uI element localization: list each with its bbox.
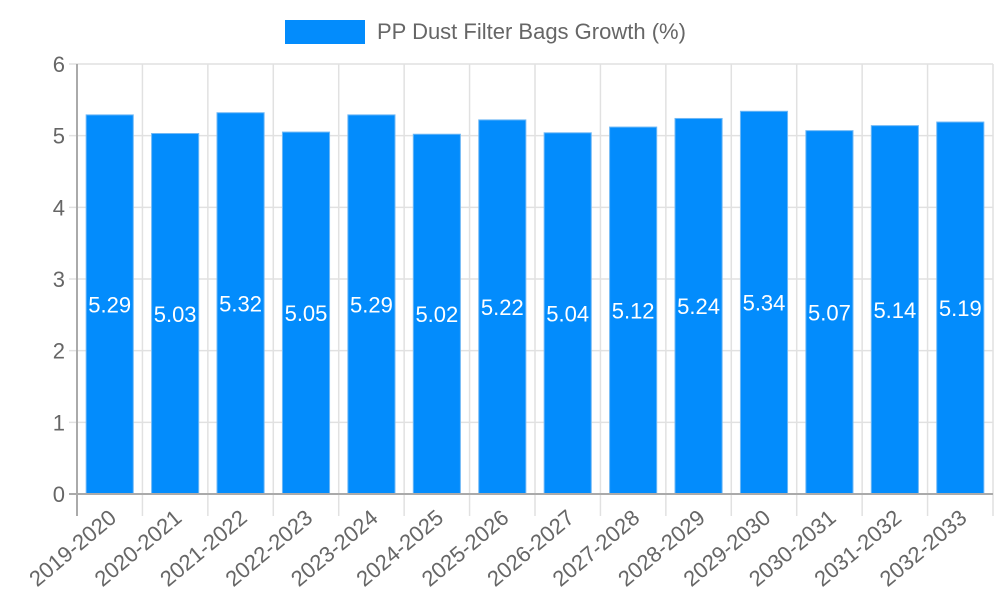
bar[interactable] (412, 133, 461, 495)
bar-value-label: 5.29 (350, 292, 393, 317)
bar[interactable] (85, 114, 134, 495)
bar[interactable] (543, 132, 592, 495)
bar-value-label: 5.02 (415, 302, 458, 327)
bar-value-label: 5.07 (808, 300, 851, 325)
y-tick-label: 3 (53, 267, 65, 292)
chart-bars (85, 110, 985, 495)
y-tick-label: 1 (53, 410, 65, 435)
bar-value-label: 5.32 (219, 291, 262, 316)
bar-value-label: 5.04 (546, 301, 589, 326)
bar-value-label: 5.22 (481, 295, 524, 320)
y-tick-label: 5 (53, 124, 65, 149)
chart-axes (69, 64, 993, 516)
bar[interactable] (151, 133, 200, 495)
bar-value-label: 5.05 (285, 301, 328, 326)
legend-label: PP Dust Filter Bags Growth (%) (377, 19, 686, 44)
bar[interactable] (870, 125, 919, 495)
legend-swatch (285, 20, 365, 44)
bar-value-label: 5.19 (939, 296, 982, 321)
bar-value-label: 5.03 (154, 302, 197, 327)
bar[interactable] (347, 114, 396, 495)
bar[interactable] (281, 131, 331, 495)
bar[interactable] (216, 112, 265, 495)
bar-value-label: 5.24 (677, 294, 720, 319)
bar-value-label: 5.34 (743, 291, 786, 316)
y-tick-label: 6 (53, 52, 65, 77)
bar-value-label: 5.29 (88, 292, 131, 317)
y-tick-label: 4 (53, 195, 65, 220)
bar[interactable] (478, 119, 527, 495)
bar[interactable] (609, 126, 658, 495)
y-tick-label: 2 (53, 339, 65, 364)
bar-value-label: 5.12 (612, 299, 655, 324)
bar-value-label: 5.14 (873, 298, 916, 323)
y-tick-label: 0 (53, 482, 65, 507)
chart-grid (69, 63, 994, 516)
bar[interactable] (805, 130, 854, 495)
chart-legend[interactable]: PP Dust Filter Bags Growth (%) (285, 18, 686, 46)
